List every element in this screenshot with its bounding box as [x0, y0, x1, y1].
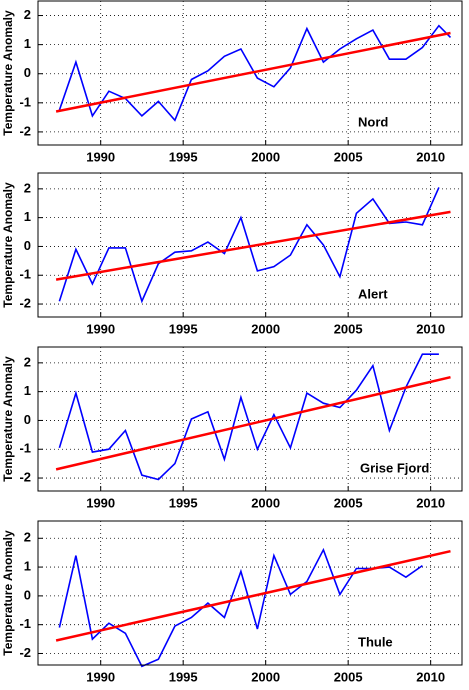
y-tick-label: 2	[24, 354, 31, 369]
y-tick-label: -1	[19, 441, 31, 456]
y-tick-label: 0	[24, 587, 31, 602]
x-tick-label: 1990	[86, 321, 115, 336]
x-tick-label: 1995	[169, 321, 198, 336]
y-tick-label: 0	[24, 412, 31, 427]
x-tick-label: 2010	[416, 495, 445, 510]
y-axis-label: Temperature Anomaly	[1, 530, 15, 656]
y-tick-label: 1	[24, 559, 31, 574]
annotation: Alert	[358, 286, 388, 301]
y-tick-label: 2	[24, 180, 31, 195]
x-tick-label: 2010	[416, 321, 445, 336]
x-tick-label: 1995	[169, 669, 198, 684]
x-tick-label: 2010	[416, 149, 445, 164]
x-tick-label: 1990	[86, 669, 115, 684]
x-tick-label: 1990	[86, 495, 115, 510]
data-line	[55, 549, 451, 642]
x-tick-label: 2000	[251, 669, 280, 684]
x-tick-label: 2005	[334, 149, 363, 164]
x-tick-label: 2010	[416, 669, 445, 684]
y-tick-label: 0	[24, 238, 31, 253]
x-tick-label: 2000	[251, 321, 280, 336]
y-tick-label: -2	[19, 295, 31, 310]
y-tick-label: 1	[24, 383, 31, 398]
y-tick-label: 1	[24, 209, 31, 224]
y-tick-label: -1	[19, 267, 31, 282]
x-tick-label: 1995	[169, 495, 198, 510]
annotation: Nord	[358, 114, 388, 129]
plot-frame	[37, 0, 463, 146]
x-tick-label: 2000	[251, 495, 280, 510]
x-tick-label: 2005	[334, 321, 363, 336]
data-line	[55, 375, 451, 471]
y-tick-label: -1	[19, 94, 31, 109]
x-tick-label: 2005	[334, 495, 363, 510]
x-tick-label: 1990	[86, 149, 115, 164]
y-tick-label: -1	[19, 616, 31, 631]
y-tick-label: 2	[24, 530, 31, 545]
data-line	[55, 31, 451, 113]
plot-frame	[37, 346, 463, 492]
x-tick-label: 2005	[334, 669, 363, 684]
data-line	[55, 210, 451, 281]
y-tick-label: 2	[24, 7, 31, 22]
y-tick-label: -2	[19, 645, 31, 660]
data-line	[58, 547, 423, 668]
annotation: Thule	[358, 634, 393, 649]
y-tick-label: -2	[19, 469, 31, 484]
plot-frame	[37, 172, 463, 318]
y-tick-label: 0	[24, 65, 31, 80]
y-axis-label: Temperature Anomaly	[1, 10, 15, 136]
y-tick-label: 1	[24, 36, 31, 51]
annotation: Grise Fjord	[360, 460, 429, 475]
data-line	[58, 187, 440, 304]
y-tick-label: -2	[19, 123, 31, 138]
y-axis-label: Temperature Anomaly	[1, 356, 15, 482]
plot-frame	[37, 520, 463, 666]
x-tick-label: 2000	[251, 149, 280, 164]
x-tick-label: 1995	[169, 149, 198, 164]
y-axis-label: Temperature Anomaly	[1, 182, 15, 308]
